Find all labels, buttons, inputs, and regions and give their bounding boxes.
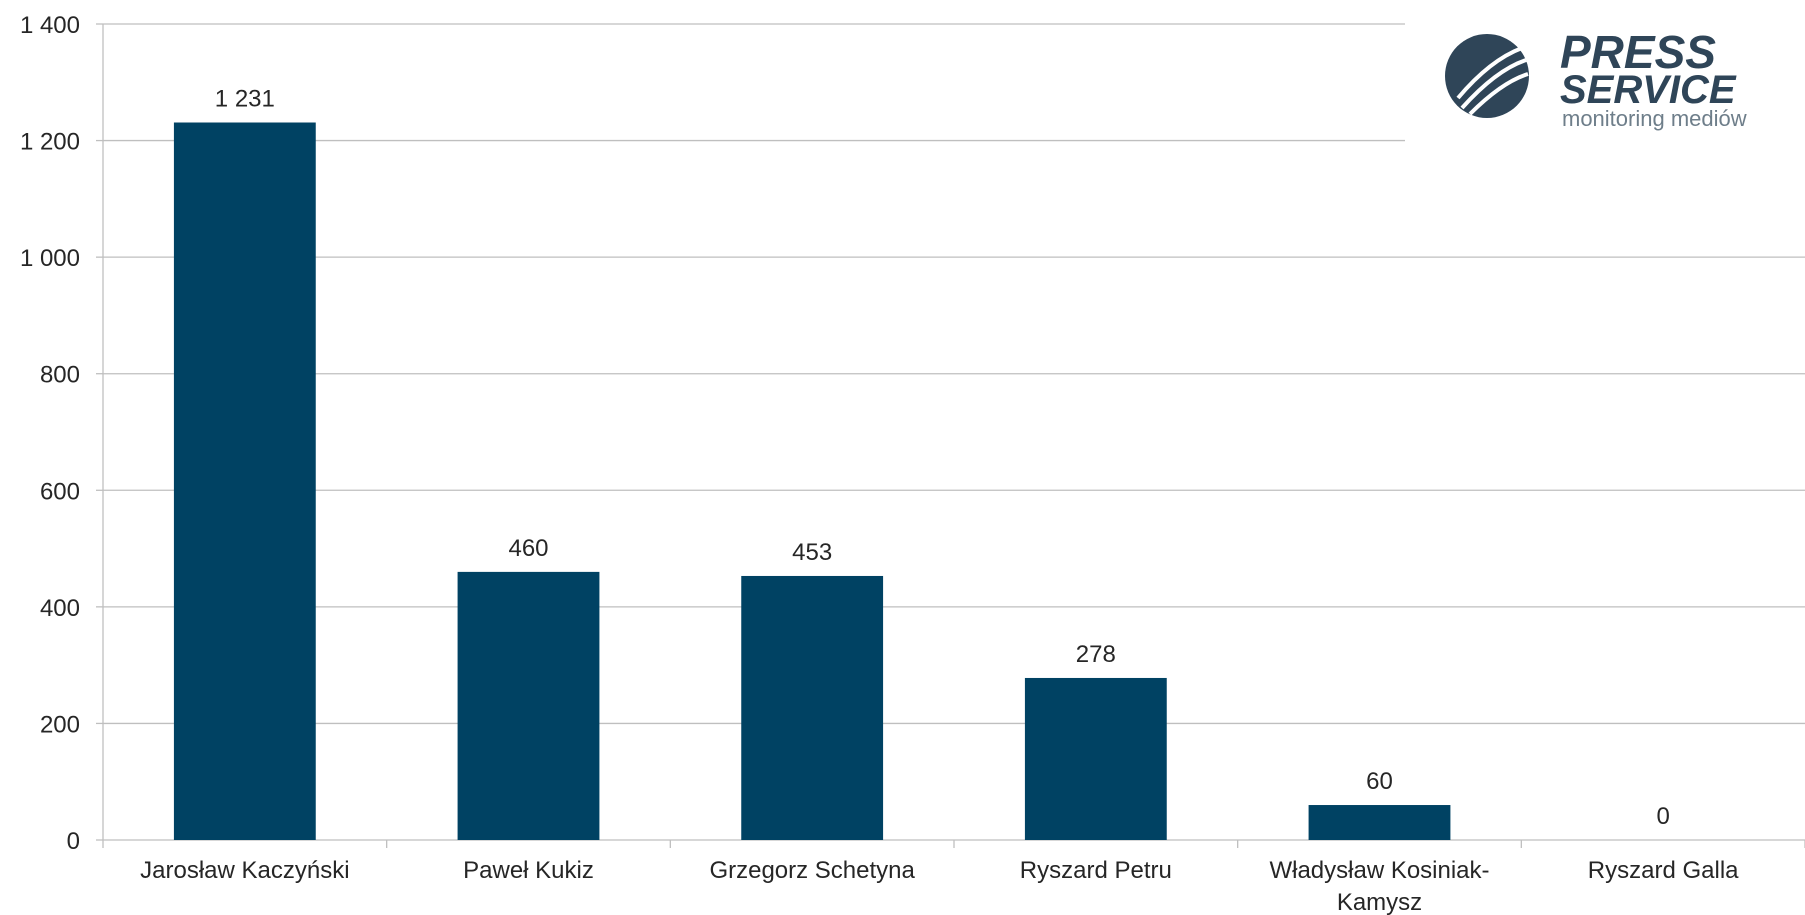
bar	[1308, 805, 1451, 840]
y-tick-label: 400	[40, 595, 80, 622]
x-category-label: Jarosław Kaczyński	[140, 857, 349, 884]
bar	[173, 122, 316, 840]
logo-swoosh-3	[1468, 72, 1529, 116]
logo-swoosh-2	[1460, 58, 1527, 110]
y-tick-label: 0	[67, 828, 80, 855]
y-tick-label: 600	[40, 478, 80, 505]
bar	[1024, 677, 1167, 840]
bar	[457, 571, 600, 840]
logo-tagline: monitoring mediów	[1562, 106, 1747, 131]
data-label: 1 231	[215, 86, 275, 113]
data-label: 278	[1076, 641, 1116, 668]
logo-line2: SERVICE	[1560, 68, 1737, 112]
logo-line1: PRESS	[1560, 26, 1716, 78]
data-label: 60	[1366, 768, 1393, 795]
y-axis-ticks: 0 200 400 600 800 1 000 1 200 1 400	[20, 12, 103, 855]
logo-emblem-icon	[1445, 34, 1529, 118]
logo-swoosh-1	[1456, 46, 1523, 100]
y-tick-label: 1 200	[20, 129, 80, 156]
gridlines	[103, 23, 1805, 841]
x-category-label: Ryszard Petru	[1020, 857, 1172, 884]
x-category-label: Ryszard Galla	[1588, 857, 1739, 884]
y-tick-label: 800	[40, 362, 80, 389]
press-service-logo: PRESS SERVICE monitoring mediów	[1445, 26, 1747, 131]
data-label: 453	[792, 539, 832, 566]
data-label: 0	[1656, 803, 1669, 830]
data-label: 460	[508, 535, 548, 562]
bars	[173, 122, 1451, 840]
data-labels: 1 231 460 453 278 60 0	[215, 86, 1670, 830]
category-labels: Jarosław Kaczyński Paweł Kukiz Grzegorz Sc…	[140, 857, 1739, 915]
bar	[741, 575, 884, 840]
x-category-label: Paweł Kukiz	[463, 857, 594, 884]
y-tick-label: 200	[40, 711, 80, 738]
y-tick-label: 1 000	[20, 245, 80, 272]
x-category-label: Grzegorz Schetyna	[709, 857, 915, 884]
x-axis	[102, 24, 1805, 848]
y-tick-label: 1 400	[20, 12, 80, 39]
x-category-label: Kamysz	[1337, 889, 1422, 915]
x-category-label: Władysław Kosiniak-	[1269, 857, 1489, 884]
